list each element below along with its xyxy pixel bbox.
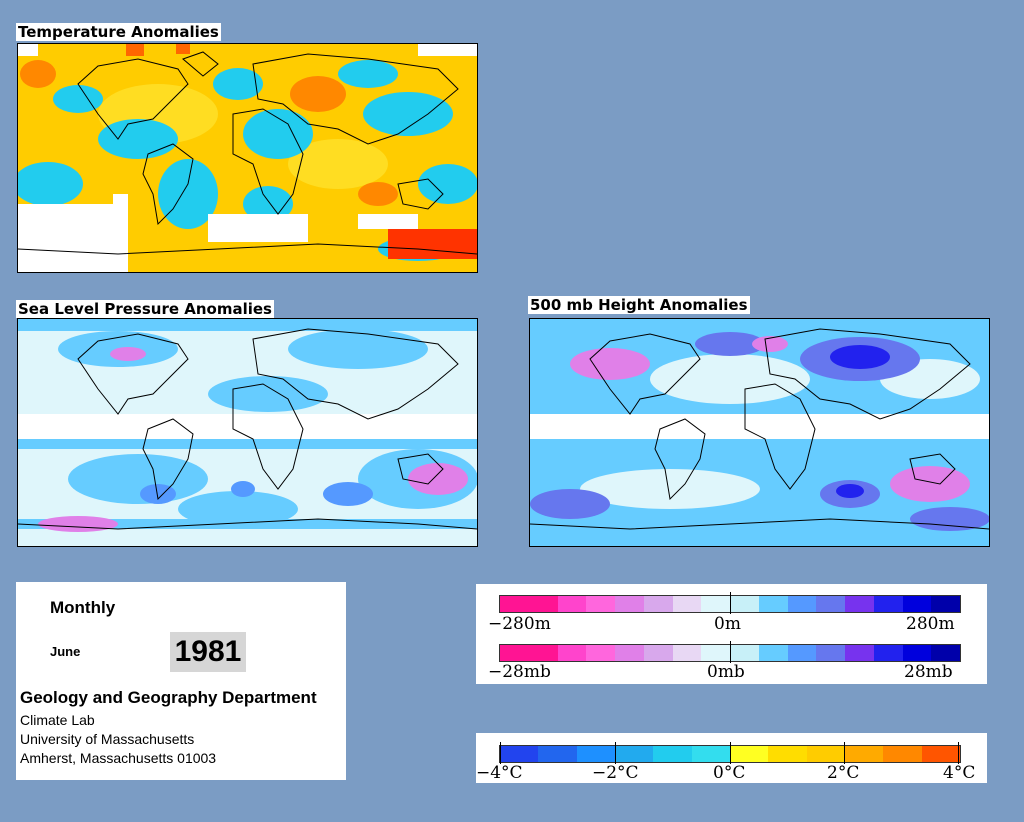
height-zero-tick [730, 592, 731, 614]
pressure-swatch-3 [586, 645, 615, 661]
height-max-label: 280m [906, 614, 955, 634]
pressure-swatch-12 [845, 645, 874, 661]
anomaly-legend: −280m 0m 280m −28mb 0mb 28mb [476, 584, 987, 684]
height-swatch-4 [615, 596, 644, 612]
temp-label-m4: −4°C [476, 763, 523, 783]
temperature-swatch-10 [883, 746, 922, 762]
sea-level-pressure-map [17, 318, 478, 547]
temperature-anomaly-map [17, 43, 478, 273]
address-label: Amherst, Massachusetts 01003 [20, 750, 217, 766]
pressure-max-label: 28mb [904, 662, 953, 682]
height-swatch-7 [701, 596, 730, 612]
height-swatch-11 [816, 596, 845, 612]
temp-label-m2: −2°C [592, 763, 639, 783]
temperature-map-title: Temperature Anomalies [16, 23, 221, 41]
height-swatch-15 [931, 596, 960, 612]
temp-tick-4 [958, 742, 959, 764]
pressure-swatch-14 [902, 645, 932, 661]
temperature-swatch-1 [538, 746, 577, 762]
temperature-swatch-4 [653, 746, 692, 762]
slp-map-title: Sea Level Pressure Anomalies [16, 300, 274, 318]
temperature-swatch-7 [768, 746, 807, 762]
height-swatch-5 [643, 596, 673, 612]
height-swatch-14 [902, 596, 932, 612]
height-swatch-9 [758, 596, 788, 612]
info-panel: Monthly June 1981 Geology and Geography … [16, 582, 346, 780]
temp-tick-2 [844, 742, 845, 764]
height-min-label: −280m [488, 614, 551, 634]
height-swatch-10 [787, 596, 817, 612]
500mb-height-map [529, 318, 990, 547]
temperature-swatch-3 [614, 746, 654, 762]
month-label: June [50, 644, 81, 659]
pressure-swatch-6 [672, 645, 702, 661]
height-swatch-8 [730, 596, 759, 612]
temperature-swatch-11 [921, 746, 960, 762]
temperature-legend: −4°C −2°C 0°C 2°C 4°C [476, 733, 987, 783]
height500-map-title: 500 mb Height Anomalies [528, 296, 750, 314]
height-mid-label: 0m [714, 614, 741, 634]
temperature-swatch-2 [576, 746, 615, 762]
pressure-swatch-2 [557, 645, 587, 661]
pressure-swatch-10 [787, 645, 817, 661]
temp-label-4: 4°C [943, 763, 976, 783]
height-swatch-1 [528, 596, 558, 612]
temperature-swatch-6 [729, 746, 769, 762]
pressure-swatch-15 [931, 645, 960, 661]
height-swatch-3 [586, 596, 615, 612]
temperature-swatch-5 [691, 746, 730, 762]
height-swatch-0 [500, 596, 529, 612]
pressure-mid-label: 0mb [707, 662, 745, 682]
temp-tick-m4 [500, 742, 501, 764]
temp-tick-m2 [615, 742, 616, 764]
temperature-swatch-0 [500, 746, 539, 762]
pressure-swatch-9 [758, 645, 788, 661]
height-swatch-2 [557, 596, 587, 612]
pressure-swatch-0 [500, 645, 529, 661]
period-label: Monthly [50, 598, 116, 617]
pressure-min-label: −28mb [488, 662, 551, 682]
department-label: Geology and Geography Department [20, 688, 317, 707]
lab-label: Climate Lab [20, 712, 95, 728]
pressure-swatch-4 [615, 645, 644, 661]
temp-label-0: 0°C [713, 763, 746, 783]
temp-tick-0 [730, 742, 731, 764]
pressure-zero-tick [730, 641, 731, 663]
pressure-swatch-1 [528, 645, 558, 661]
pressure-swatch-13 [873, 645, 903, 661]
temperature-swatch-9 [844, 746, 884, 762]
height-swatch-13 [873, 596, 903, 612]
pressure-swatch-8 [730, 645, 759, 661]
pressure-swatch-7 [701, 645, 730, 661]
temperature-swatch-8 [806, 746, 845, 762]
year-display: 1981 [170, 632, 246, 672]
university-label: University of Massachusetts [20, 731, 195, 747]
height-swatch-12 [845, 596, 874, 612]
pressure-swatch-11 [816, 645, 845, 661]
height-swatch-6 [672, 596, 702, 612]
pressure-swatch-5 [643, 645, 673, 661]
temp-label-2: 2°C [827, 763, 860, 783]
